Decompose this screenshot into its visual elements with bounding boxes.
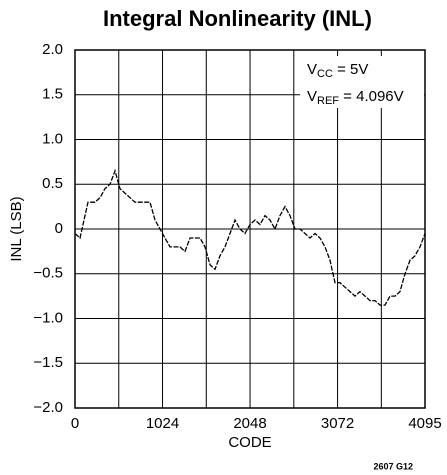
annotation-text: = 5V — [333, 61, 368, 78]
y-tick-label: 0 — [55, 220, 63, 237]
y-tick-label: 1.0 — [42, 130, 63, 147]
annotation-text: = 4.096V — [339, 88, 404, 105]
annotation-subscript: CC — [317, 68, 333, 80]
y-axis-label: INL (LSB) — [8, 196, 25, 261]
y-tick-label: −1.5 — [33, 354, 63, 371]
y-tick-label: 1.5 — [42, 86, 63, 103]
x-tick-label: 4095 — [408, 415, 441, 432]
y-tick-label: 0.5 — [42, 175, 63, 192]
annotation-subscript: REF — [317, 95, 339, 107]
annotation: VCC = 5V — [307, 61, 368, 80]
plot-frame — [74, 49, 426, 409]
x-tick-label: 0 — [71, 415, 79, 432]
annotation-text: V — [307, 88, 317, 105]
annotation-text: V — [307, 61, 317, 78]
data-line — [74, 168, 426, 306]
x-tick-label: 2048 — [233, 415, 266, 432]
y-tick-label: −1.0 — [33, 309, 63, 326]
x-tick-label: 3072 — [321, 415, 354, 432]
footnote: 2607 G12 — [373, 461, 413, 471]
x-axis-label: CODE — [228, 434, 271, 451]
annotation-background — [300, 56, 424, 108]
chart-title: Integral Nonlinearity (INL) — [103, 6, 372, 31]
x-tick-label: 1024 — [146, 415, 179, 432]
y-tick-label: −0.5 — [33, 265, 63, 282]
y-tick-label: −2.0 — [33, 399, 63, 416]
y-tick-label: 2.0 — [42, 41, 63, 58]
annotation: VREF = 4.096V — [307, 88, 404, 107]
